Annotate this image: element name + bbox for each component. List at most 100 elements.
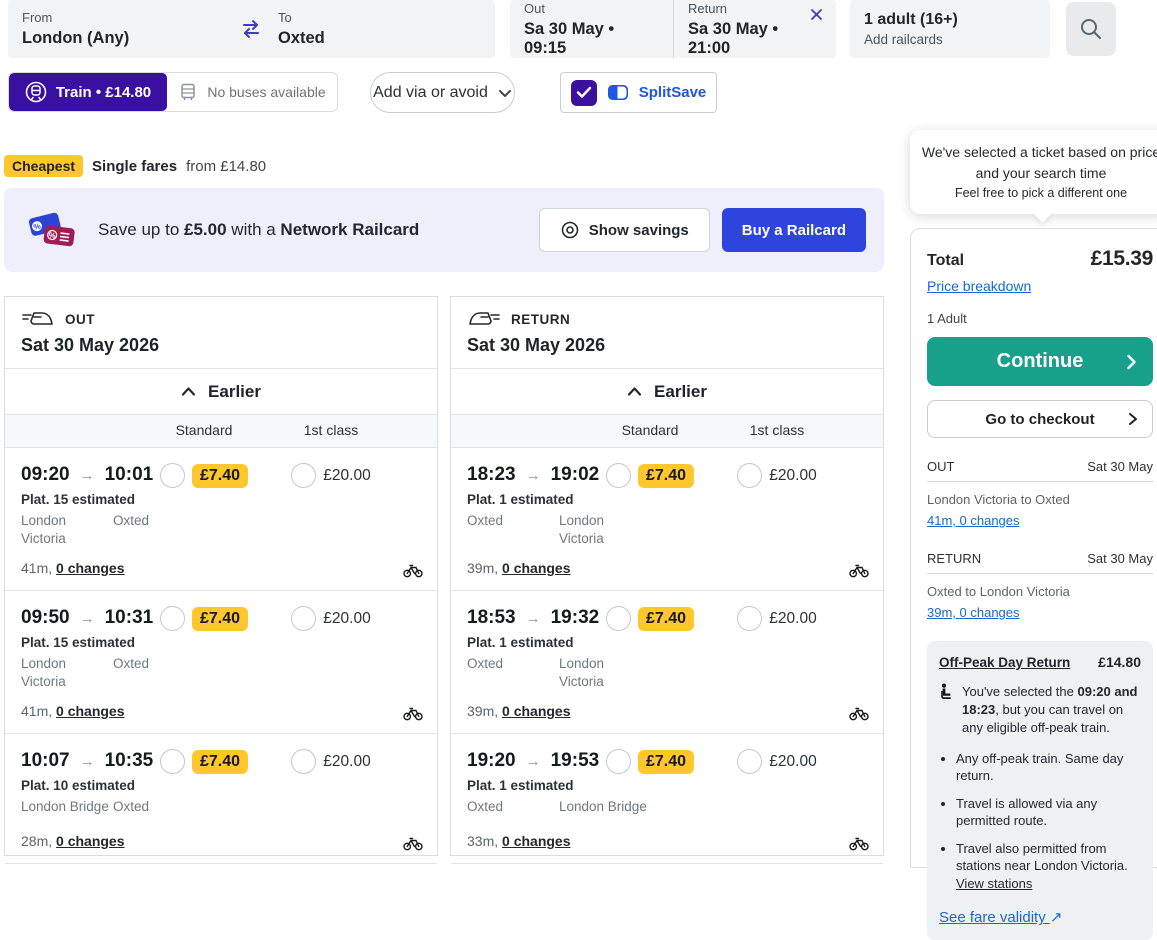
passenger-count: 1 Adult <box>927 311 967 326</box>
see-fare-validity-link[interactable]: See fare validity ↗ <box>939 909 1063 927</box>
out-leg-label: OUT <box>927 459 955 474</box>
fares-summary-line: Cheapest Single fares from £14.80 <box>4 155 266 177</box>
journey-duration: 41m, 0 changes <box>21 560 125 576</box>
route-fields: From London (Any) To Oxted <box>8 0 495 58</box>
journey-row[interactable]: 10:07 → 10:35 Plat. 10 estimated London … <box>5 734 437 864</box>
remove-return-icon[interactable] <box>809 7 824 22</box>
journey-duration: 39m, 0 changes <box>467 703 571 719</box>
first-class-fare-radio[interactable] <box>291 463 317 488</box>
first-class-fare-radio[interactable] <box>291 749 317 774</box>
journey-row[interactable]: 18:23 → 19:02 Plat. 1 estimated Oxted Lo… <box>451 448 883 591</box>
journey-times: 09:20 → 10:01 <box>21 464 153 486</box>
standard-fare-radio[interactable] <box>605 463 631 488</box>
journey-stations: Oxted London Victoria <box>467 512 604 547</box>
fare-note-text: You've selected the 09:20 and 18:23, but… <box>962 684 1138 736</box>
tooltip-caret <box>1033 204 1052 223</box>
price-breakdown-link[interactable]: Price breakdown <box>927 278 1032 294</box>
return-date-field[interactable]: Return Sa 30 May • 21:00 <box>673 0 836 58</box>
search-button[interactable] <box>1066 2 1116 56</box>
standard-fare-cell: £7.40 <box>590 463 710 488</box>
return-leg-details-link[interactable]: 39m, 0 changes <box>927 605 1020 620</box>
return-leg-summary: RETURN Sat 30 May Oxted to London Victor… <box>927 551 1153 622</box>
outbound-date-field[interactable]: Out Sa 30 May • 09:15 <box>510 0 673 58</box>
fare-name-link[interactable]: Off-Peak Day Return <box>939 655 1071 670</box>
tooltip-line2: and your search time <box>975 165 1107 181</box>
return-earlier-button[interactable]: Earlier <box>451 369 883 415</box>
continue-button[interactable]: Continue <box>927 337 1153 386</box>
svg-text:%: % <box>48 231 56 241</box>
outbound-earlier-button[interactable]: Earlier <box>5 369 437 415</box>
journey-stations: Oxted London Victoria <box>467 655 604 690</box>
journey-row[interactable]: 18:53 → 19:32 Plat. 1 estimated Oxted Lo… <box>451 591 883 734</box>
first-class-column-label: 1st class <box>749 422 805 438</box>
passengers-field[interactable]: 1 adult (16+) Add railcards <box>850 0 1050 58</box>
first-class-fare-cell: £20.00 <box>271 463 391 488</box>
changes-link[interactable]: 0 changes <box>502 703 571 719</box>
standard-fare-price: £7.40 <box>191 606 249 631</box>
standard-fare-radio[interactable] <box>605 606 631 631</box>
splitsave-checkbox[interactable] <box>570 79 597 106</box>
from-field[interactable]: From London (Any) <box>8 4 238 54</box>
platform-info: Plat. 1 estimated <box>467 492 574 507</box>
go-to-checkout-label: Go to checkout <box>985 410 1095 428</box>
bicycle-icon <box>849 563 869 578</box>
platform-info: Plat. 1 estimated <box>467 635 574 650</box>
return-leg-date: Sat 30 May <box>1087 551 1153 566</box>
outbound-date: Sat 30 May 2026 <box>21 335 160 355</box>
journey-duration: 41m, 0 changes <box>21 703 125 719</box>
journey-row[interactable]: 09:20 → 10:01 Plat. 15 estimated London … <box>5 448 437 591</box>
changes-link[interactable]: 0 changes <box>56 833 125 849</box>
splitsave-label: SplitSave <box>638 84 707 101</box>
train-mode-button[interactable]: Train • £14.80 <box>9 73 167 111</box>
bicycle-icon <box>849 836 869 851</box>
changes-link[interactable]: 0 changes <box>502 560 571 576</box>
standard-fare-radio[interactable] <box>159 749 185 774</box>
standard-fare-radio[interactable] <box>159 606 185 631</box>
changes-link[interactable]: 0 changes <box>502 833 571 849</box>
train-outbound-icon <box>21 310 55 328</box>
standard-fare-price: £7.40 <box>191 749 249 774</box>
arrow-right-icon: → <box>525 610 541 627</box>
journey-row[interactable]: 19:20 → 19:53 Plat. 1 estimated Oxted Lo… <box>451 734 883 864</box>
railcard-tickets-icon: % % <box>26 207 78 253</box>
first-class-fare-cell: £20.00 <box>271 749 391 774</box>
destination-station: Oxted <box>113 656 150 671</box>
standard-fare-radio[interactable] <box>605 749 631 774</box>
first-class-fare-cell: £20.00 <box>271 606 391 631</box>
journey-duration: 28m, 0 changes <box>21 833 125 849</box>
transport-mode-toggle: Train • £14.80 No buses available <box>8 72 338 112</box>
arrow-right-icon: → <box>525 467 541 484</box>
departure-time: 18:23 <box>467 464 516 485</box>
tooltip-line3: Feel free to pick a different one <box>954 186 1128 200</box>
bicycle-icon <box>403 706 423 721</box>
first-class-fare-radio[interactable] <box>737 606 763 631</box>
journey-stations: Oxted London Bridge <box>467 798 647 816</box>
show-savings-button[interactable]: Show savings <box>538 208 710 252</box>
add-via-avoid-dropdown[interactable]: Add via or avoid <box>370 72 515 113</box>
show-savings-label: Show savings <box>588 221 689 239</box>
standard-fare-radio[interactable] <box>159 463 185 488</box>
out-leg-details-link[interactable]: 41m, 0 changes <box>927 513 1020 528</box>
changes-link[interactable]: 0 changes <box>56 560 125 576</box>
buy-railcard-button[interactable]: Buy a Railcard <box>721 208 866 252</box>
first-class-fare-radio[interactable] <box>291 606 317 631</box>
arrival-time: 19:32 <box>550 607 600 628</box>
journey-row[interactable]: 09:50 → 10:31 Plat. 15 estimated London … <box>5 591 437 734</box>
cheapest-badge: Cheapest <box>4 155 84 177</box>
first-class-fare-radio[interactable] <box>737 749 763 774</box>
to-field[interactable]: To Oxted <box>264 4 339 54</box>
from-label: From <box>22 10 53 25</box>
fare-condition: Travel also permitted from stations near… <box>956 840 1141 893</box>
departure-time: 09:50 <box>21 607 70 628</box>
single-fares-title: Single fares <box>92 157 178 175</box>
changes-link[interactable]: 0 changes <box>56 703 125 719</box>
swap-stations-icon[interactable] <box>238 16 264 42</box>
first-class-fare-radio[interactable] <box>737 463 763 488</box>
standard-fare-cell: £7.40 <box>144 463 264 488</box>
go-to-checkout-button[interactable]: Go to checkout <box>927 400 1153 438</box>
out-leg-date: Sat 30 May <box>1087 459 1153 474</box>
fare-price: £14.80 <box>1098 654 1141 670</box>
from-value: London (Any) <box>22 29 130 47</box>
to-label: To <box>278 10 292 25</box>
view-stations-link[interactable]: View stations <box>956 875 1033 891</box>
